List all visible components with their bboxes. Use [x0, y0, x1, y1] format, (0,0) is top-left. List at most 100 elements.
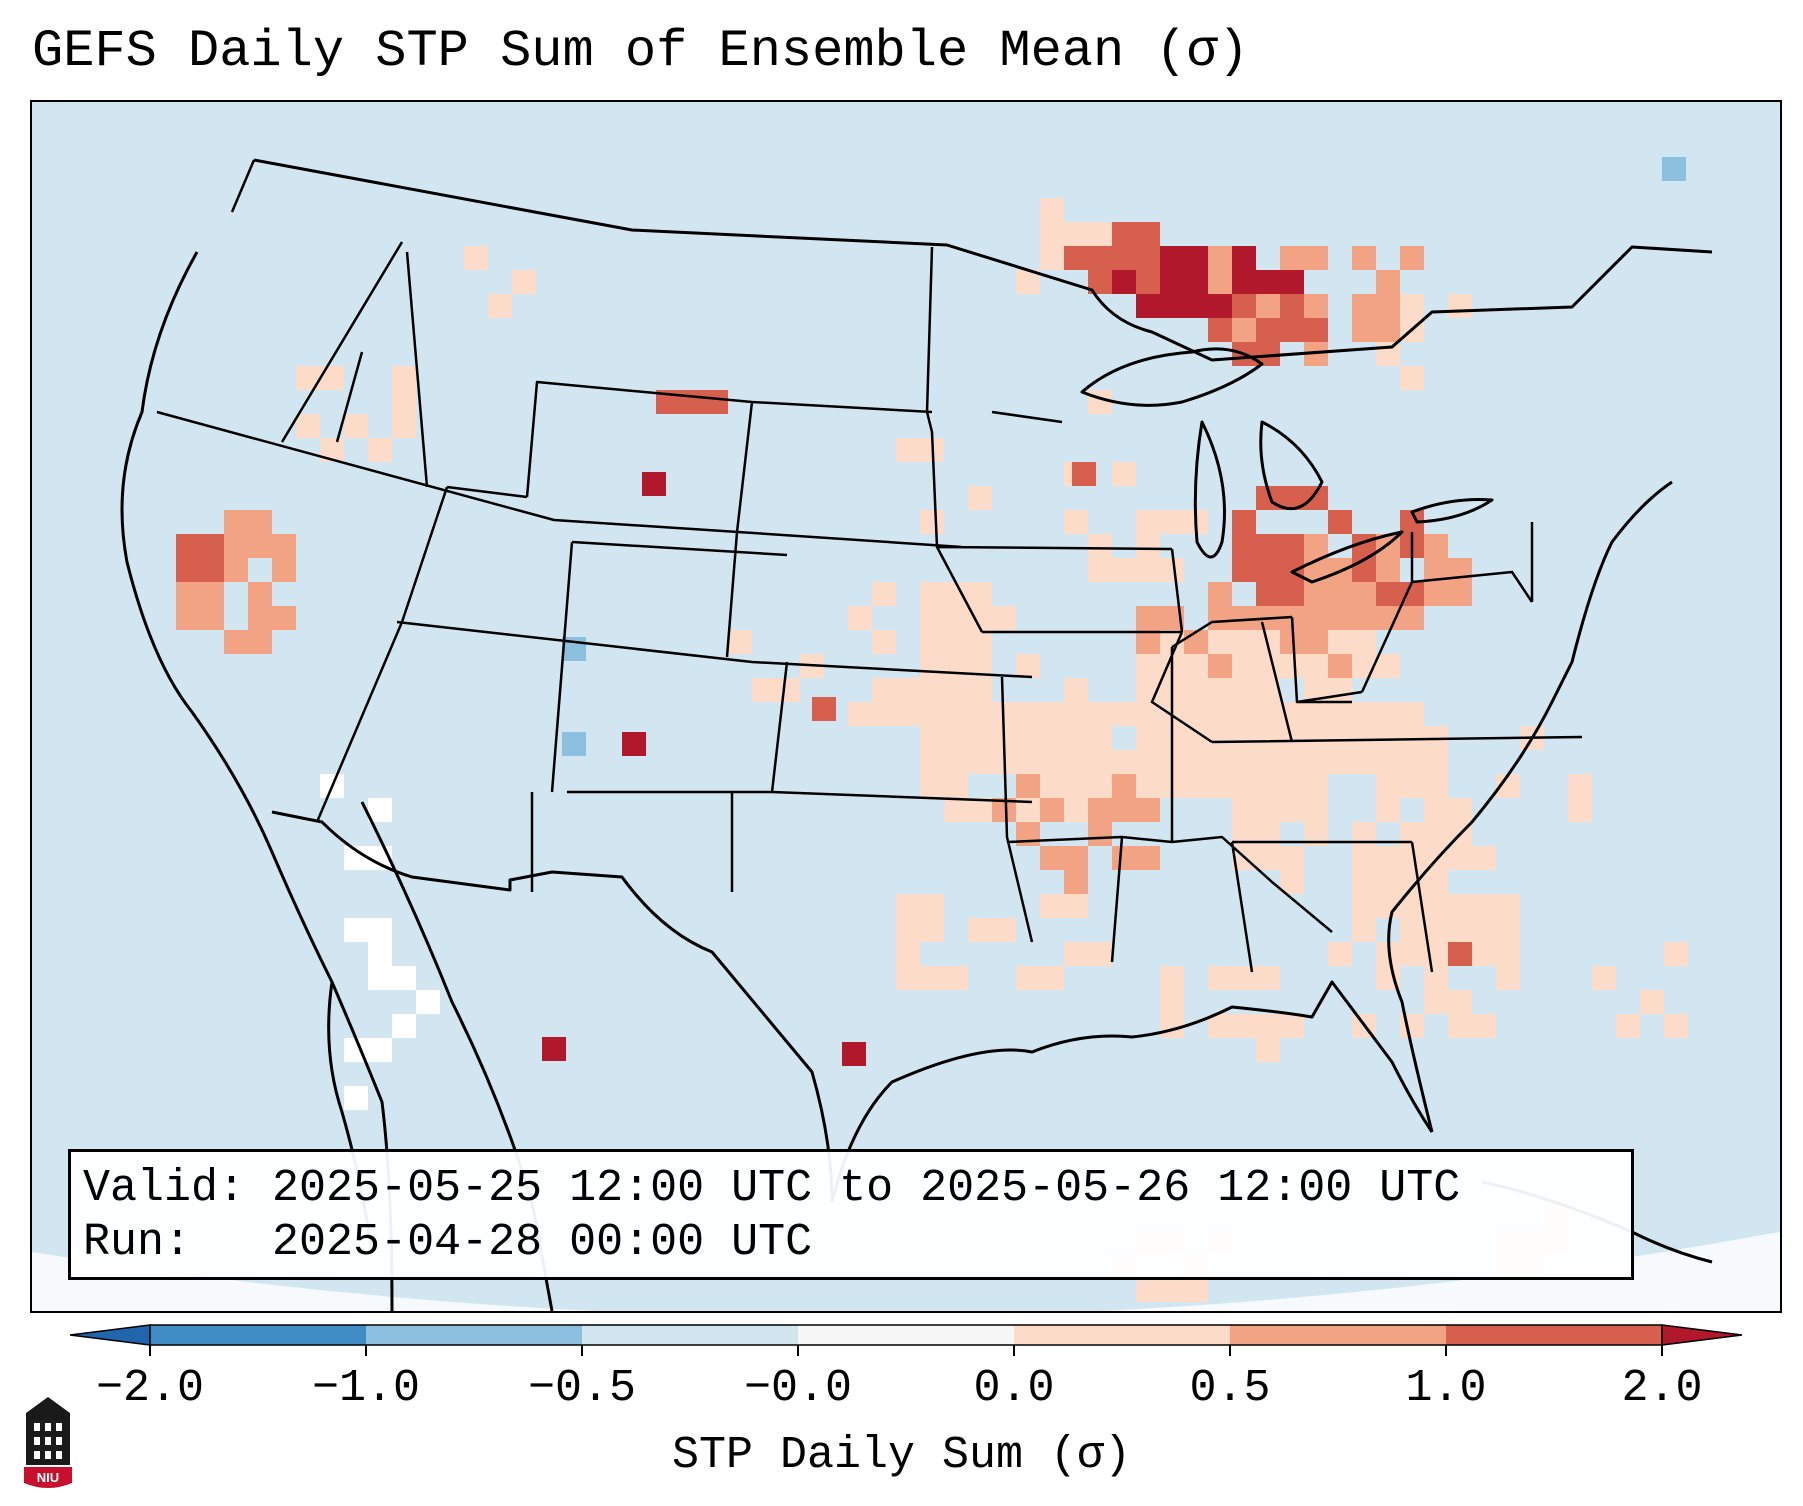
anomaly-cell [1088, 702, 1112, 726]
map-canvas [32, 102, 1780, 1311]
anomaly-cell [1352, 582, 1376, 606]
anomaly-cell [562, 732, 586, 756]
anomaly-cell [1256, 726, 1280, 750]
anomaly-cell [1112, 846, 1136, 870]
anomaly-cell [944, 798, 968, 822]
anomaly-cell [1496, 966, 1520, 990]
anomaly-cell [968, 726, 992, 750]
lake-superior [1080, 347, 1264, 407]
anomaly-cell [1160, 246, 1184, 270]
colorbar-bin-6 [1230, 1325, 1446, 1345]
anomaly-cell [1040, 894, 1064, 918]
anomaly-cell [1376, 750, 1400, 774]
anomaly-cell [1424, 534, 1448, 558]
anomaly-cell [1040, 774, 1064, 798]
anomaly-cell [176, 534, 200, 558]
anomaly-cell [1040, 966, 1064, 990]
anomaly-cell [200, 606, 224, 630]
anomaly-cell [642, 472, 666, 496]
anomaly-cell [1448, 294, 1472, 318]
anomaly-cell [944, 750, 968, 774]
anomaly-cell [1208, 270, 1232, 294]
anomaly-cell [1280, 846, 1304, 870]
anomaly-cell [1040, 798, 1064, 822]
anomaly-cell [1304, 798, 1328, 822]
colorbar-tick-label: −2.0 [95, 1363, 205, 1414]
anomaly-cell [872, 582, 896, 606]
anomaly-cell [248, 606, 272, 630]
anomaly-cell [1136, 774, 1160, 798]
anomaly-cell [392, 966, 416, 990]
anomaly-cell [200, 582, 224, 606]
anomaly-cell [1304, 630, 1328, 654]
anomaly-cell [1184, 1278, 1208, 1302]
anomaly-cell [1256, 270, 1280, 294]
anomaly-cell [992, 918, 1016, 942]
anomaly-cell [1472, 942, 1496, 966]
anomaly-cell [368, 798, 392, 822]
anomaly-cell [920, 702, 944, 726]
anomaly-cell [1160, 990, 1184, 1014]
anomaly-cell [1232, 630, 1256, 654]
anomaly-cell [1064, 222, 1088, 246]
anomaly-cell [1328, 582, 1352, 606]
anomaly-cell [1352, 246, 1376, 270]
anomaly-cell [1112, 222, 1136, 246]
anomaly-cell [1064, 894, 1088, 918]
anomaly-cell [944, 630, 968, 654]
anomaly-cell [896, 438, 920, 462]
colorbar-tick-label: 2.0 [1621, 1363, 1703, 1414]
anomaly-cell [1664, 942, 1688, 966]
anomaly-cell [920, 774, 944, 798]
anomaly-cell [944, 774, 968, 798]
anomaly-cell [1040, 726, 1064, 750]
anomaly-cell [1064, 678, 1088, 702]
anomaly-cell [728, 630, 752, 654]
anomaly-cell [1424, 966, 1448, 990]
anomaly-cell [368, 942, 392, 966]
anomaly-cell [1040, 246, 1064, 270]
anomaly-cell [1352, 918, 1376, 942]
anomaly-cell [920, 678, 944, 702]
anomaly-cell [622, 732, 646, 756]
anomaly-cell [1232, 654, 1256, 678]
anomaly-cell [1256, 798, 1280, 822]
anomaly-cell [872, 630, 896, 654]
anomaly-cell [1280, 318, 1304, 342]
anomaly-cell [272, 606, 296, 630]
anomaly-cell [1304, 606, 1328, 630]
anomaly-cell [944, 726, 968, 750]
anomaly-cell [1376, 870, 1400, 894]
map-title: GEFS Daily STP Sum of Ensemble Mean (σ) [32, 22, 1249, 81]
anomaly-cell [1016, 702, 1040, 726]
anomaly-cell [1304, 654, 1328, 678]
anomaly-cell [1280, 534, 1304, 558]
anomaly-cell [872, 702, 896, 726]
anomaly-cell [896, 894, 920, 918]
anomaly-cell [1040, 702, 1064, 726]
anomaly-cell [1136, 270, 1160, 294]
anomaly-cell [1376, 582, 1400, 606]
colorbar-bin-2 [366, 1325, 582, 1345]
anomaly-cell [1304, 318, 1328, 342]
anomaly-cell [1568, 798, 1592, 822]
anomaly-cell [1256, 318, 1280, 342]
anomaly-cell [1400, 294, 1424, 318]
anomaly-cell [344, 414, 368, 438]
anomaly-cell [1568, 774, 1592, 798]
anomaly-cell [1232, 750, 1256, 774]
anomaly-cell [1304, 582, 1328, 606]
gulf-coastline [830, 980, 1434, 1203]
anomaly-cell [1592, 966, 1616, 990]
anomaly-cell [1208, 318, 1232, 342]
colorbar-tick-label: −0.0 [743, 1363, 853, 1414]
anomaly-cell [1136, 654, 1160, 678]
us-mexico-border [271, 810, 834, 1203]
anomaly-cell [1256, 654, 1280, 678]
anomaly-cell [920, 966, 944, 990]
anomaly-cell [248, 534, 272, 558]
anomaly-cell [1352, 294, 1376, 318]
colorbar-under-arrow [70, 1324, 151, 1346]
anomaly-cell [704, 390, 728, 414]
anomaly-cell [920, 894, 944, 918]
